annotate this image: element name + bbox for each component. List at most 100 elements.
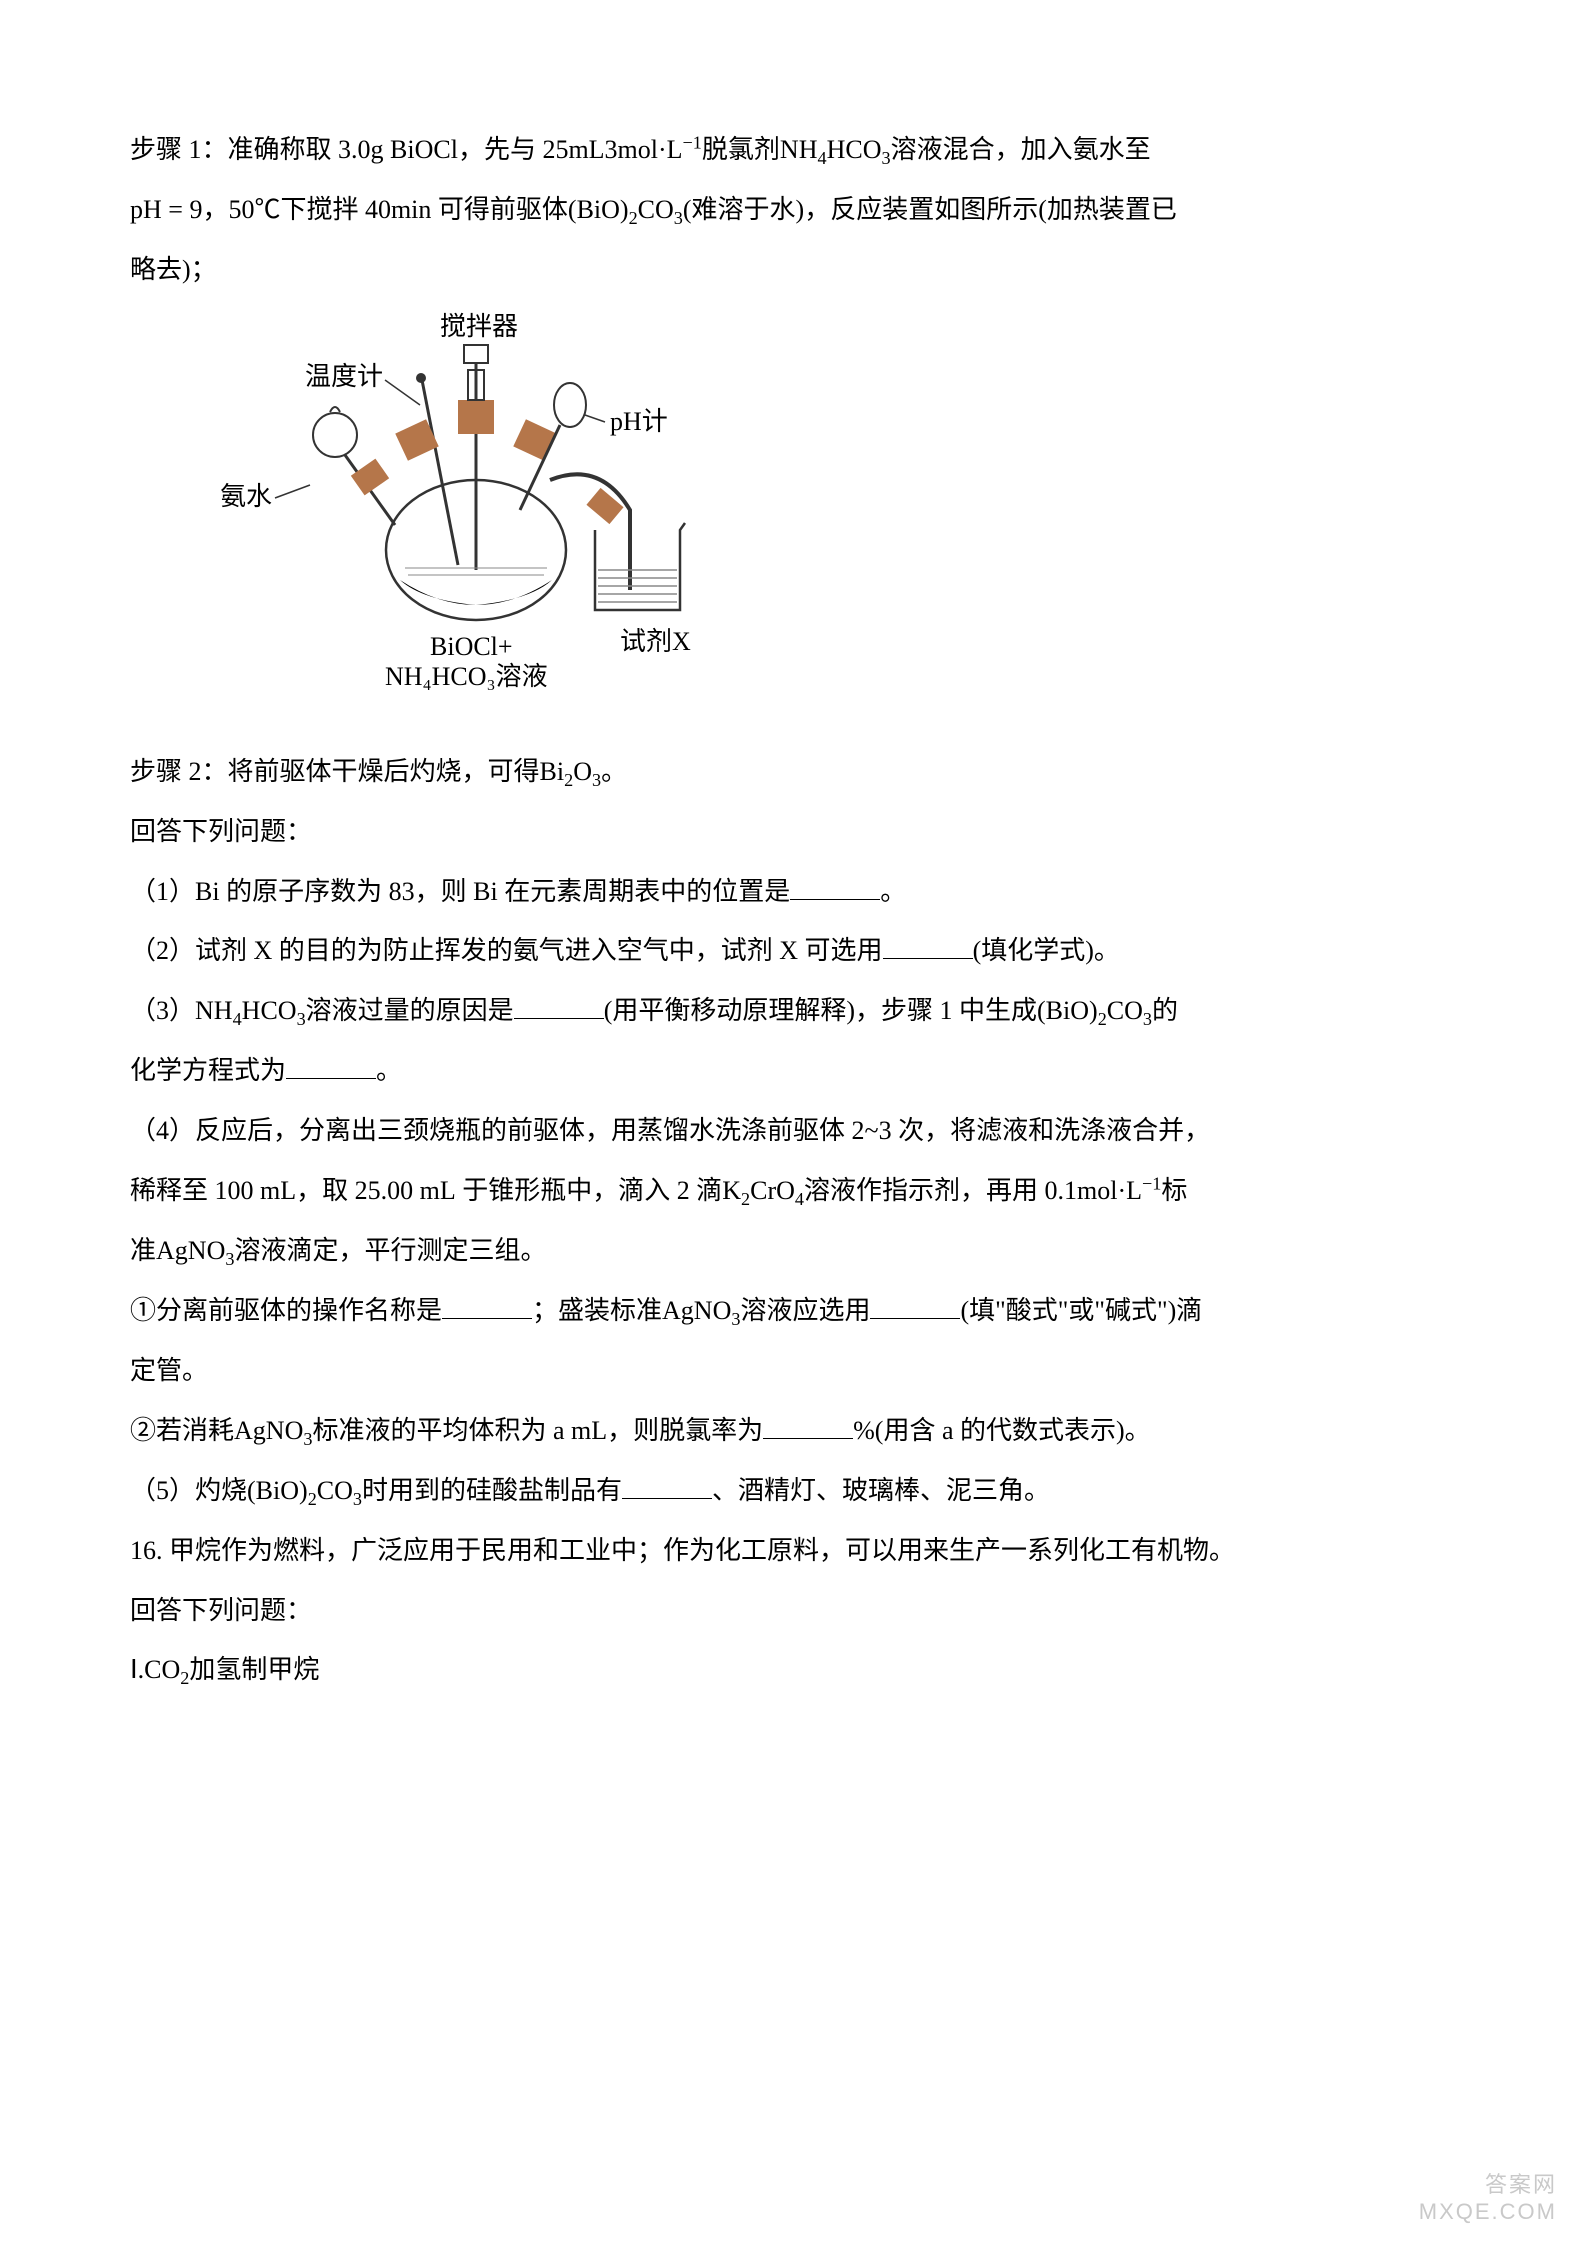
q1-suffix: 。 — [880, 877, 906, 906]
q4-line3: 准AgNO3溶液滴定，平行测定三组。 — [130, 1221, 1457, 1281]
s3: O — [573, 757, 592, 786]
k2cro4: K2CrO4 — [722, 1176, 804, 1205]
q4-l2a: 稀释至 100 — [130, 1176, 254, 1205]
q4s1-prefix: ①分离前驱体的操作名称是 — [130, 1296, 442, 1325]
s4: 3 — [592, 770, 601, 790]
q1: （1）Bi 的原子序数为 83，则 Bi 在元素周期表中的位置是。 — [130, 862, 1457, 922]
qb2: 2 — [1098, 1009, 1107, 1029]
k4: 4 — [795, 1189, 804, 1209]
step1-t4: 溶液混合，加入氨水至 — [891, 135, 1151, 164]
thermometer-icon — [422, 380, 458, 565]
q4u1: mol·L — [1077, 1176, 1142, 1205]
f2: 4 — [817, 148, 826, 168]
blank-q2 — [883, 931, 973, 960]
watermark: 答案网 MXQE.COM — [1419, 2172, 1557, 2225]
q4-unit: mol·L−1 — [1077, 1176, 1161, 1205]
q5b2: 2 — [308, 1489, 317, 1509]
q3-line2: 化学方程式为 。 — [130, 1041, 1457, 1101]
q4s2-t3: %(用含 a 的代数式表示)。 — [853, 1416, 1151, 1445]
step1-line3: 略去)； — [130, 240, 1457, 300]
label-stirrer: 搅拌器 — [440, 312, 518, 341]
n3: HCO — [242, 996, 297, 1025]
f1: NH — [780, 135, 818, 164]
q5b1: (BiO) — [247, 1476, 308, 1505]
q4-line2: 稀释至 100 mL，取 25.00 mL 于锥形瓶中，滴入 2 滴K2CrO4… — [130, 1161, 1457, 1221]
dropper-top — [330, 407, 340, 412]
qb1: (BiO) — [1037, 996, 1098, 1025]
q16-prefix: Ⅰ. — [130, 1655, 144, 1684]
q5b4: 3 — [353, 1489, 362, 1509]
biocl: BiOCl — [390, 135, 458, 164]
q4u2: −1 — [1142, 1173, 1161, 1193]
q4-line1: （4）反应后，分离出三颈烧瓶的前驱体，用蒸馏水洗涤前驱体 2~3 次，将滤液和洗… — [130, 1101, 1457, 1161]
q4-l2d: 溶液作指示剂，再用 0.1 — [804, 1176, 1077, 1205]
ph-leader — [585, 415, 605, 422]
q16-line2: 回答下列问题： — [130, 1581, 1457, 1641]
q3-t2: (用平衡移动原理解释)，步骤 1 中生成 — [604, 996, 1037, 1025]
q4-ml2: mL — [420, 1176, 456, 1205]
qb3: CO — [1107, 996, 1143, 1025]
n1: NH — [195, 996, 233, 1025]
q4s2-prefix: ②若消耗 — [130, 1416, 234, 1445]
beaker-icon — [595, 523, 685, 610]
q4s1-t1: 溶液应选用 — [740, 1296, 870, 1325]
k1: K — [722, 1176, 741, 1205]
label-ammonia: 氨水 — [220, 482, 272, 511]
q2-prefix: （2）试剂 X 的目的为防止挥发的氨气进入空气中，试剂 X 可选用 — [130, 936, 883, 965]
watermark-line1: 答案网 — [1419, 2172, 1557, 2198]
apparatus-diagram: 搅拌器 温度计 氨水 — [190, 310, 1457, 712]
q3-nh4hco3: NH4HCO3 — [195, 996, 306, 1025]
step2: 步骤 2：将前驱体干燥后灼烧，可得Bi2O3。 — [130, 742, 1457, 802]
bi2o3: Bi2O3 — [540, 757, 602, 786]
q4-sub1-line1: ①分离前驱体的操作名称是；盛装标准AgNO3溶液应选用(填"酸式"或"碱式")滴 — [130, 1281, 1457, 1341]
label-thermometer: 温度计 — [305, 362, 383, 391]
q4-ml1: mL — [260, 1176, 296, 1205]
co2a: CO — [144, 1655, 180, 1684]
q4-l2c: 于锥形瓶中，滴入 2 滴 — [462, 1176, 722, 1205]
n4: 3 — [297, 1009, 306, 1029]
q2: （2）试剂 X 的目的为防止挥发的氨气进入空气中，试剂 X 可选用(填化学式)。 — [130, 921, 1457, 981]
label-reagent-x: 试剂X — [620, 627, 691, 656]
q3-prefix: （3） — [130, 996, 195, 1025]
q4s2-t2: ，则脱氯率为 — [607, 1416, 763, 1445]
q1-t4: 在元素周期表中的位置是 — [498, 877, 791, 906]
blank-q4s1a — [442, 1290, 532, 1319]
q4-l3b: 溶液滴定，平行测定三组。 — [234, 1236, 546, 1265]
step1-t6: (难溶于水)，反应装置如图所示(加热装置已 — [683, 195, 1177, 224]
ph9: pH = 9 — [130, 195, 202, 224]
f4: 3 — [881, 148, 890, 168]
ag1: AgNO — [156, 1236, 225, 1265]
q3-l2: 化学方程式为 — [130, 1056, 286, 1085]
q16-line1: 16. 甲烷作为燃料，广泛应用于民用和工业中；作为化工原料，可以用来生产一系列化… — [130, 1521, 1457, 1581]
blank-q3b — [286, 1051, 376, 1080]
q1-t2: 的原子序数为 83，则 — [220, 877, 474, 906]
watermark-line2: MXQE.COM — [1419, 2199, 1557, 2225]
label-flask-line1: BiOCl+ — [430, 632, 513, 661]
n2: 4 — [233, 1009, 242, 1029]
thermo-bulb-top — [416, 373, 426, 383]
k2: 2 — [741, 1189, 750, 1209]
ammonia-leader — [275, 485, 310, 498]
q3-suffix: 。 — [376, 1056, 402, 1085]
q3-t1: 溶液过量的原因是 — [306, 996, 514, 1025]
step1-t2: ，先与 25mL3 — [458, 135, 618, 164]
q4-l3a: 准 — [130, 1236, 156, 1265]
label-flask-line2: NH₄HCO₃溶液 — [385, 662, 548, 690]
thermo-leader — [385, 380, 420, 405]
q4s2-ml: mL — [571, 1416, 607, 1445]
q4s1-mid: ；盛装标准 — [532, 1296, 662, 1325]
step1-line1: 步骤 1：准确称取 3.0g BiOCl，先与 25mL3mol·L−1脱氯剂N… — [130, 120, 1457, 180]
dropper-stopper-icon — [351, 458, 389, 495]
s1: Bi — [540, 757, 565, 786]
b1: (BiO) — [568, 195, 629, 224]
ags1: AgNO — [662, 1296, 731, 1325]
stirrer-motor-icon — [464, 345, 488, 363]
q5-t1: 时用到的硅酸盐制品有 — [362, 1476, 622, 1505]
q16-line3: Ⅰ.CO2加氢制甲烷 — [130, 1640, 1457, 1700]
right-stopper-icon — [513, 419, 556, 461]
q1-prefix: （1） — [130, 877, 195, 906]
q4-l2e: 标 — [1161, 1176, 1187, 1205]
nh4hco3: NH4HCO3 — [780, 135, 891, 164]
b3: CO — [638, 195, 674, 224]
q4s1-agno3: AgNO3 — [662, 1296, 740, 1325]
